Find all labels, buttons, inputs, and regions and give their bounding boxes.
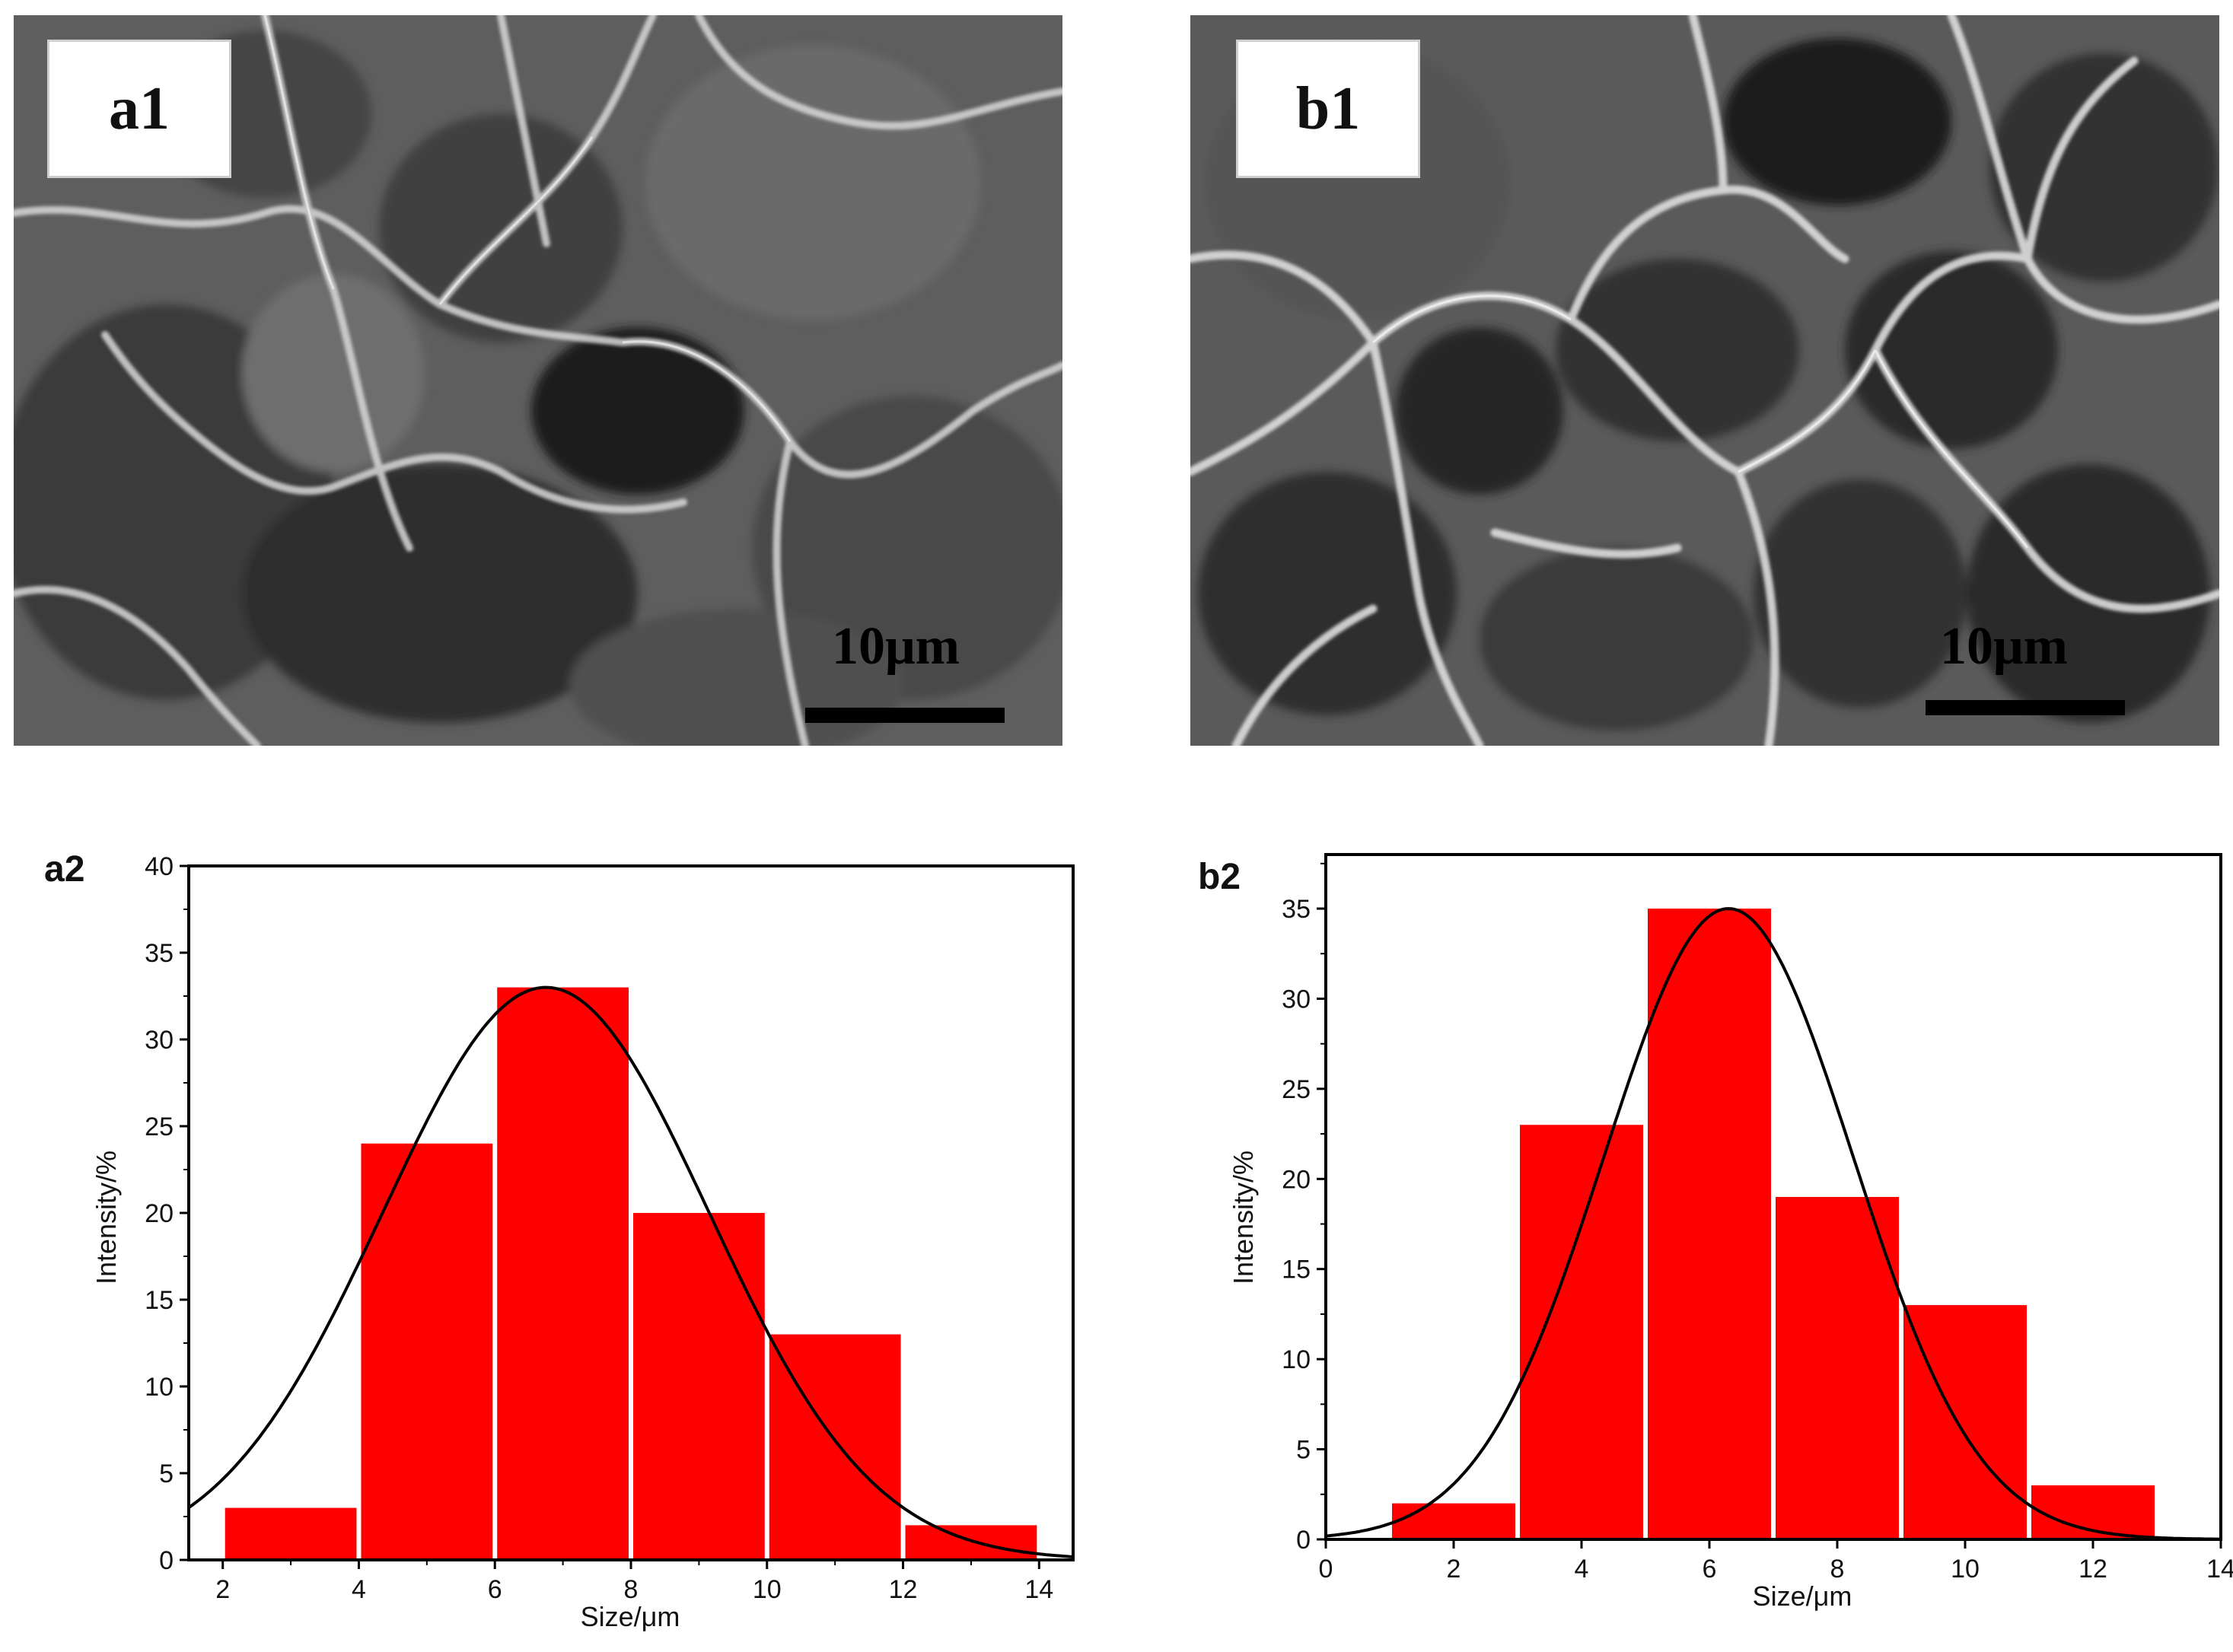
histogram-bar-b2-1 — [1392, 1503, 1515, 1539]
x-tick-label-b2-4: 4 — [1575, 1555, 1589, 1584]
x-axis-label-a2: Size/μm — [581, 1601, 680, 1632]
y-axis-label-b2: Intensity/% — [1228, 1151, 1259, 1284]
y-tick-label-b2-0: 0 — [1296, 1526, 1311, 1555]
y-tick-label-a2-25: 25 — [145, 1112, 174, 1141]
sem-micrograph-b1: b1 10μm — [1190, 15, 2219, 746]
y-tick-label-a2-0: 0 — [159, 1546, 174, 1575]
x-tick-label-a2-10: 10 — [753, 1575, 782, 1604]
histogram-bar-b2-2 — [1520, 1125, 1643, 1539]
gaussian-fit-curve-b2 — [1325, 907, 2222, 1541]
sem-micrograph-a1: a1 10μm — [14, 15, 1062, 746]
y-tick-label-a2-10: 10 — [145, 1373, 174, 1402]
histogram-a2: a2 2 4 6 8 10 12 14 0 5 10 15 20 25 30 35 40 Size/μm In… — [44, 849, 1075, 1632]
y-tick-label-a2-20: 20 — [145, 1199, 174, 1228]
y-tick-label-a2-15: 15 — [145, 1286, 174, 1315]
x-tick-label-b2-10: 10 — [1951, 1555, 1980, 1584]
x-tick-label-b2-6: 6 — [1703, 1555, 1717, 1584]
y-tick-label-b2-35: 35 — [1282, 895, 1311, 924]
histogram-b2: b2 0 2 4 6 8 10 12 14 0 5 10 15 20 25 30 35 Size/μm Int… — [1198, 853, 2233, 1612]
y-tick-label-b2-10: 10 — [1282, 1345, 1311, 1374]
y-tick-label-a2-30: 30 — [145, 1026, 174, 1055]
y-tick-label-a2-5: 5 — [159, 1459, 174, 1488]
x-tick-label-a2-6: 6 — [488, 1575, 502, 1604]
plot-area-a2: 2 4 6 8 10 12 14 0 5 10 15 20 25 30 35 40 — [145, 852, 1075, 1604]
scale-bar-a1 — [805, 708, 1005, 723]
y-tick-label-b2-30: 30 — [1282, 985, 1311, 1014]
panel-label-b2: b2 — [1198, 857, 1241, 897]
y-tick-label-b2-5: 5 — [1296, 1436, 1311, 1465]
scale-bar-label-b1: 10μm — [1940, 617, 2068, 676]
histogram-bar-a2-3 — [497, 987, 629, 1560]
panel-tag-a1: a1 — [47, 40, 231, 178]
histogram-bar-b2-3 — [1648, 909, 1771, 1539]
scale-bar-b1 — [1926, 700, 2125, 715]
histogram-bar-b2-4 — [1776, 1197, 1899, 1539]
y-tick-label-b2-25: 25 — [1282, 1075, 1311, 1104]
panel-label-a2: a2 — [44, 849, 84, 890]
histogram-bar-a2-6 — [905, 1525, 1037, 1560]
histogram-bar-b2-5 — [1903, 1305, 2027, 1539]
x-axis-label-b2: Size/μm — [1753, 1580, 1852, 1612]
y-tick-label-b2-15: 15 — [1282, 1256, 1311, 1284]
x-tick-label-a2-4: 4 — [352, 1575, 366, 1604]
plot-frame-a2 — [187, 864, 1075, 1561]
x-tick-label-b2-12: 12 — [2079, 1555, 2107, 1584]
y-tick-label-a2-40: 40 — [145, 852, 174, 881]
gaussian-fit-curve-a2 — [187, 985, 1074, 1558]
x-tick-label-b2-8: 8 — [1830, 1555, 1845, 1584]
y-axis-label-a2: Intensity/% — [91, 1151, 122, 1284]
x-tick-label-a2-2: 2 — [215, 1575, 230, 1604]
histogram-bar-a2-1 — [225, 1507, 357, 1560]
plot-frame-b2 — [1324, 853, 2222, 1541]
scale-bar-label-a1: 10μm — [832, 617, 960, 676]
x-tick-label-a2-14: 14 — [1024, 1575, 1053, 1604]
histogram-bar-a2-4 — [633, 1213, 765, 1560]
x-tick-label-b2-0: 0 — [1319, 1555, 1333, 1584]
panel-tag-b1: b1 — [1236, 40, 1420, 178]
x-tick-label-a2-8: 8 — [624, 1575, 639, 1604]
histogram-bar-a2-2 — [361, 1143, 493, 1560]
y-tick-label-a2-35: 35 — [145, 939, 174, 968]
plot-area-b2: 0 2 4 6 8 10 12 14 0 5 10 15 20 25 30 35 — [1282, 853, 2233, 1584]
x-tick-label-a2-12: 12 — [889, 1575, 918, 1604]
x-tick-label-b2-14: 14 — [2206, 1555, 2233, 1584]
x-tick-label-b2-2: 2 — [1447, 1555, 1461, 1584]
y-tick-label-b2-20: 20 — [1282, 1165, 1311, 1194]
